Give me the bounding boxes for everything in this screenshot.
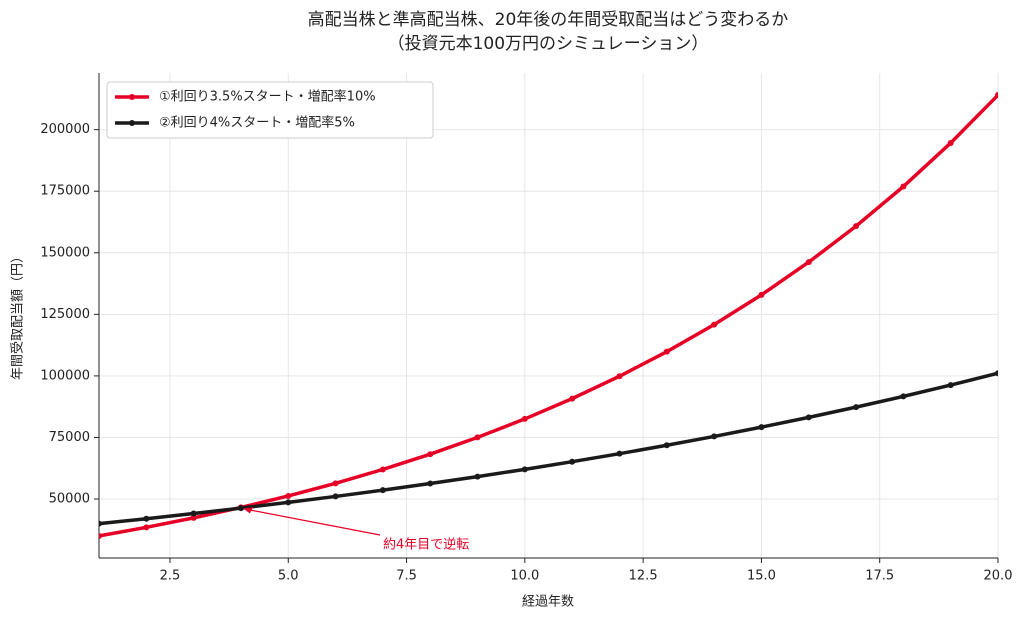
- annotation-arrowhead: [242, 507, 253, 514]
- point: [616, 373, 623, 380]
- x-tick-label: 20.0: [984, 569, 1013, 584]
- point: [379, 466, 386, 473]
- point: [569, 458, 576, 465]
- legend-box: [106, 81, 434, 139]
- point: [805, 259, 812, 266]
- point: [379, 487, 386, 494]
- annotation: 約4年目で逆転: [383, 537, 469, 553]
- point: [427, 480, 434, 487]
- point: [711, 321, 718, 328]
- point: [711, 433, 718, 440]
- point: [285, 499, 292, 506]
- y-tick-label: 100000: [40, 368, 90, 383]
- x-axis-label: 経過年数: [522, 595, 574, 610]
- point: [99, 520, 102, 527]
- x-tick-label: 7.5: [396, 569, 417, 584]
- y-tick-label: 125000: [40, 307, 90, 322]
- point: [332, 480, 339, 487]
- point: [569, 395, 576, 402]
- point: [947, 382, 954, 389]
- x-tick-label: 10.0: [510, 569, 539, 584]
- point: [474, 473, 481, 480]
- point: [663, 442, 670, 449]
- point: [853, 404, 860, 411]
- point: [332, 493, 339, 500]
- x-tick-label: 2.5: [160, 569, 181, 584]
- point: [190, 510, 197, 517]
- line: [99, 93, 998, 538]
- y-tick-label: 75000: [49, 430, 90, 445]
- legend-marker: [129, 120, 135, 126]
- chart-title: 高配当株と準高配当株、20年後の年間受取配当はどう変わるか: [308, 10, 789, 30]
- point: [285, 492, 292, 499]
- point: [758, 424, 765, 431]
- point: [143, 515, 150, 522]
- y-tick-label: 150000: [40, 245, 90, 260]
- y-tick-label: 200000: [40, 122, 90, 137]
- point: [521, 466, 528, 473]
- point: [900, 393, 907, 400]
- chart-subtitle: （投資元本100万円のシミュレーション）: [388, 34, 709, 54]
- x-tick-label: 5.0: [278, 569, 299, 584]
- x-tick-label: 17.5: [865, 569, 894, 584]
- point: [521, 415, 528, 422]
- point: [616, 450, 623, 457]
- point: [853, 223, 860, 230]
- legend-label: ②利回り4%スタート・増配率5%: [159, 115, 355, 131]
- legend-marker: [129, 94, 135, 100]
- point: [474, 434, 481, 441]
- point: [663, 348, 670, 355]
- x-tick-label: 15.0: [747, 569, 776, 584]
- point: [900, 183, 907, 190]
- y-axis-label: 年間受取配当額（円）: [11, 250, 26, 380]
- point: [190, 514, 197, 521]
- point: [143, 524, 150, 531]
- point: [995, 370, 998, 377]
- point: [947, 139, 954, 146]
- point: [427, 451, 434, 458]
- point: [237, 505, 244, 512]
- x-tick-label: 12.5: [629, 569, 658, 584]
- point: [99, 532, 102, 539]
- point: [805, 414, 812, 421]
- line: [99, 371, 998, 526]
- annotation-arrow: [246, 508, 381, 536]
- legend-label: ①利回り3.5%スタート・増配率10%: [159, 89, 376, 105]
- y-tick-label: 175000: [40, 184, 90, 199]
- point: [995, 92, 998, 99]
- point: [758, 291, 765, 298]
- y-tick-label: 50000: [49, 492, 90, 507]
